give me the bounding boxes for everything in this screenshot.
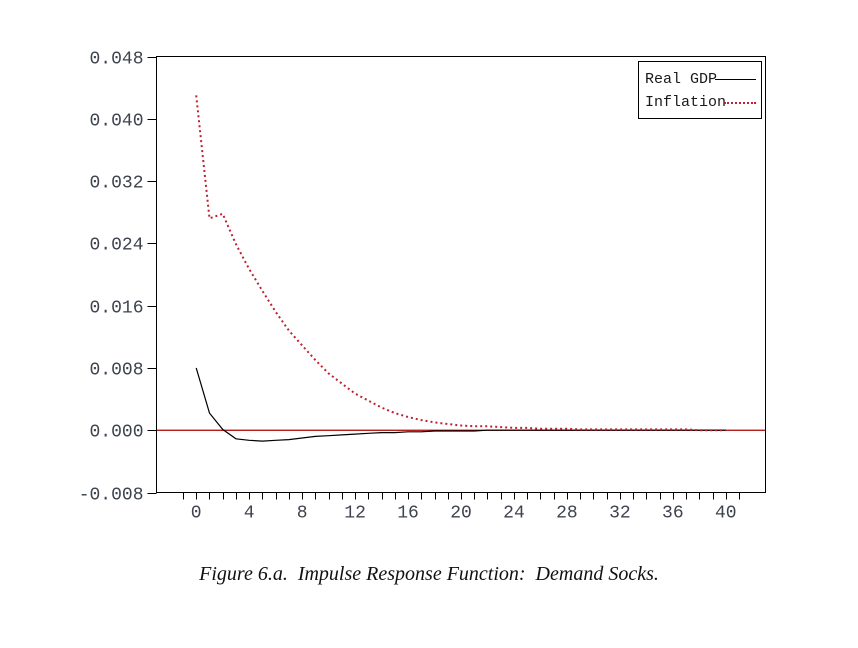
- impulse-response-chart: 0.048 0.040 0.032 0.024 0.016 0.008 0.000 -0.00…: [79, 50, 766, 524]
- x-tick-label: 16: [397, 504, 419, 524]
- legend-line-sample-solid: [715, 79, 756, 80]
- series-line-real-gdp: [195, 367, 726, 442]
- y-tick-label: 0.048: [89, 50, 143, 70]
- figure-caption: Figure 6.a. Impulse Response Function: D…: [199, 563, 659, 585]
- legend-label-inflation: Inflation: [645, 94, 727, 111]
- x-tick-label: 40: [715, 504, 737, 524]
- x-tick-label: 32: [609, 504, 631, 524]
- x-tick-label: 20: [450, 504, 472, 524]
- legend-item-inflation: Inflation: [645, 91, 756, 114]
- y-tick-label: 0.000: [89, 423, 143, 443]
- y-tick-label: 0.008: [89, 361, 143, 381]
- y-tick-label: 0.024: [89, 236, 143, 256]
- y-tick-label: 0.032: [89, 174, 143, 194]
- y-tick-label: 0.016: [89, 299, 143, 319]
- x-tick-label: 0: [191, 504, 202, 524]
- plot-frame: [156, 56, 766, 493]
- series-line-inflation: [195, 95, 726, 432]
- x-tick-label: 36: [662, 504, 684, 524]
- x-tick-label: 28: [556, 504, 578, 524]
- x-tick-label: 24: [503, 504, 525, 524]
- y-tick-label: -0.008: [79, 486, 144, 506]
- legend: Real GDP Inflation: [638, 61, 762, 119]
- x-tick-label: 8: [297, 504, 308, 524]
- legend-label-real-gdp: Real GDP: [645, 71, 718, 88]
- x-tick-label: 12: [344, 504, 366, 524]
- legend-line-sample-dotted: [724, 101, 756, 104]
- x-tick-label: 4: [244, 504, 255, 524]
- y-tick-label: 0.040: [89, 112, 143, 132]
- legend-item-real-gdp: Real GDP: [645, 68, 756, 91]
